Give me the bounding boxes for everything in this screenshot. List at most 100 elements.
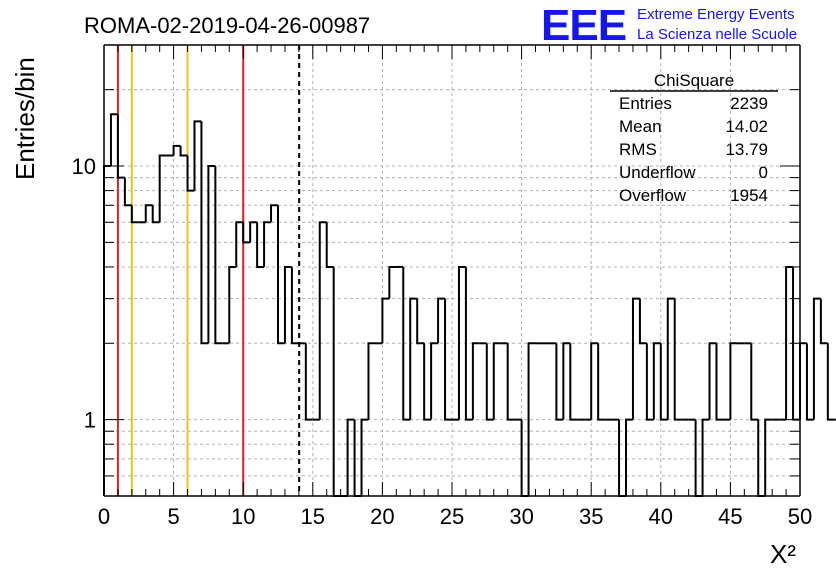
y-axis-label: Entries/bin [10,57,40,180]
stats-box-rows: Entries 2239 Mean 14.02 RMS 13.79 Underflow 0 Ov… [619,94,768,205]
histogram-bin [597,343,606,421]
histogram-bin [673,298,682,421]
histogram-bin [506,343,515,421]
histogram-bin [659,343,668,421]
histogram-bin [457,265,466,420]
x-tick-label: 0 [98,504,110,529]
stats-row-label: Mean [619,117,662,136]
stats-row-value: 1954 [730,186,768,205]
histogram-bin [109,113,118,167]
x-tick-labels: 0 5 10 15 20 25 30 35 40 45 50 [98,504,812,529]
histogram-bin [701,418,710,496]
histogram-bin [200,121,209,345]
histogram-bin [562,342,571,420]
histogram-bin [367,342,376,420]
histogram-bin [186,155,195,192]
histogram-bin [130,205,139,224]
histogram-bin [437,297,446,344]
x-tick-label: 30 [509,504,533,529]
x-tick-label: 50 [788,504,812,529]
y-tick-labels: 1 10 [72,154,96,433]
histogram-bin [193,120,202,191]
eee-logo-line2: La Scienza nelle Scuole [637,26,797,43]
histogram-bin [263,221,272,267]
stats-row-label: Entries [619,94,672,113]
histogram-bin [402,266,411,421]
histogram-bin [207,165,216,344]
histogram-bin [242,222,251,244]
axes [103,44,801,497]
stats-row-value: 14.02 [725,117,768,136]
eee-logo-line1: Extreme Energy Events [637,6,795,23]
histogram-bin [666,297,675,420]
histogram-bin [325,222,334,268]
histogram-bin [304,343,313,421]
y-tick-label: 10 [72,154,96,179]
histogram-bin [283,265,292,344]
eee-logo: EEE Extreme Energy Events La Scienza nel… [541,1,797,50]
histogram-bin [625,418,633,496]
histogram-bin [826,343,835,421]
histogram-bin [569,343,578,421]
histogram-bin [270,204,278,223]
histogram-bin [423,343,432,421]
x-tick-label: 45 [718,504,742,529]
histogram-bin [151,205,160,224]
histogram-bin [249,221,258,243]
histogram-bin [277,205,285,345]
stats-row-value: 0 [759,163,768,182]
histogram-bin [346,418,355,496]
histogram-bin [645,343,654,421]
histogram-bin [430,342,439,420]
histogram-bin [555,343,564,421]
histogram-bin [214,166,223,345]
histogram-bin [256,222,265,268]
histogram-bin [123,177,132,207]
stats-row-label: RMS [619,140,657,159]
chart-title: ROMA-02-2019-04-26-00987 [84,13,370,38]
eee-logo-mark: EEE [541,1,626,50]
histogram-bin [360,418,369,496]
x-tick-label: 35 [579,504,603,529]
x-tick-label: 20 [370,504,394,529]
stats-box-title: ChiSquare [654,71,734,90]
histogram-bin [116,114,125,179]
x-tick-label: 10 [231,504,255,529]
x-axis-label: X² [770,539,796,569]
histogram-bin [750,343,759,421]
histogram-bin [590,342,599,420]
histogram-bin [416,298,425,345]
y-tick-label: 1 [84,408,96,433]
histogram-bin [409,297,418,420]
stats-row-value: 2239 [730,94,768,113]
histogram-bin [764,418,773,496]
stats-box: ChiSquare Entries 2239 Mean 14.02 RMS 13.79 Un… [610,71,778,205]
x-tick-label: 5 [167,504,179,529]
histogram-bin [652,342,661,420]
histogram-bin [381,297,390,344]
histogram-bin [144,204,153,223]
histogram-bin [638,298,647,345]
histogram-bin [819,298,828,345]
histogram-bin [290,266,299,345]
histogram-bin [805,343,814,421]
histogram-bin [388,265,397,299]
histogram-bin [812,297,821,420]
stats-row-label: Underflow [619,163,696,182]
histogram-bin [228,265,237,344]
histogram-bin [235,221,244,267]
histogram-bin [485,343,494,421]
histogram-bin [158,154,167,223]
histogram-bin [708,342,717,420]
histogram-bin [318,221,327,420]
histogram-bin [464,266,473,421]
x-tick-label: 40 [649,504,673,529]
histogram-bin [715,343,724,421]
histogram-bin [492,342,501,420]
histogram-bin [444,298,452,421]
stats-row-label: Overflow [619,186,687,205]
histogram-bin [631,297,640,420]
